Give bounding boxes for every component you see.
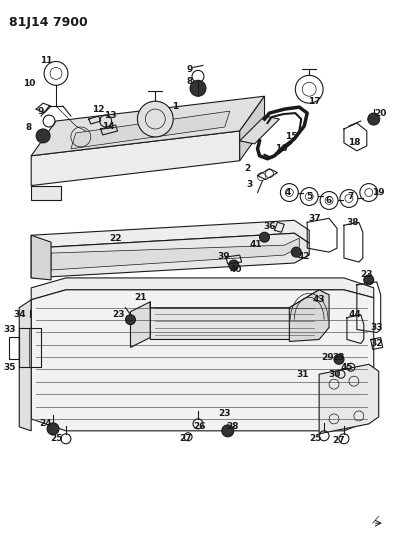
- Text: 43: 43: [313, 295, 325, 304]
- Text: 44: 44: [349, 310, 361, 319]
- Circle shape: [126, 314, 136, 325]
- Polygon shape: [31, 235, 51, 280]
- Text: 35: 35: [3, 363, 16, 372]
- Polygon shape: [240, 96, 264, 161]
- Text: 23: 23: [112, 310, 125, 319]
- Circle shape: [368, 113, 380, 125]
- Text: 12: 12: [93, 104, 105, 114]
- Text: 10: 10: [23, 79, 35, 88]
- Text: 13: 13: [104, 110, 117, 119]
- Circle shape: [47, 423, 59, 435]
- Text: 23: 23: [333, 353, 345, 362]
- Text: 6: 6: [326, 196, 332, 205]
- Text: 33: 33: [370, 323, 383, 332]
- Text: 18: 18: [348, 139, 360, 148]
- Text: 34: 34: [13, 310, 26, 319]
- Polygon shape: [151, 290, 319, 340]
- Text: 32: 32: [370, 339, 383, 348]
- Text: 24: 24: [39, 419, 51, 429]
- Text: 2: 2: [245, 164, 251, 173]
- Text: 28: 28: [227, 422, 239, 431]
- Circle shape: [138, 101, 173, 137]
- Polygon shape: [31, 220, 309, 248]
- Text: 9: 9: [38, 107, 44, 116]
- Circle shape: [36, 129, 50, 143]
- Polygon shape: [31, 131, 240, 185]
- Text: 5: 5: [306, 192, 312, 201]
- Circle shape: [291, 247, 301, 257]
- Text: 15: 15: [285, 132, 297, 141]
- Text: 4: 4: [284, 188, 290, 197]
- Text: 20: 20: [375, 109, 387, 118]
- Polygon shape: [289, 290, 329, 342]
- Text: 22: 22: [109, 233, 122, 243]
- Text: 30: 30: [329, 370, 341, 379]
- Text: 27: 27: [333, 437, 345, 445]
- Text: 29: 29: [321, 353, 333, 362]
- Polygon shape: [31, 233, 309, 278]
- Text: 42: 42: [298, 252, 310, 261]
- Text: 21: 21: [134, 293, 147, 302]
- Text: 8: 8: [187, 77, 193, 86]
- Circle shape: [334, 354, 344, 365]
- Text: 1: 1: [172, 102, 178, 111]
- Polygon shape: [31, 290, 374, 431]
- Text: 3: 3: [247, 180, 253, 189]
- Text: 8: 8: [25, 124, 32, 133]
- Text: 7: 7: [348, 192, 354, 201]
- Text: 81J14 7900: 81J14 7900: [9, 16, 88, 29]
- Text: 31: 31: [296, 370, 309, 379]
- Text: 14: 14: [102, 123, 115, 132]
- Text: 9: 9: [187, 65, 193, 74]
- Text: 26: 26: [194, 422, 206, 431]
- Text: 40: 40: [229, 265, 242, 274]
- Polygon shape: [240, 116, 279, 144]
- Text: 41: 41: [249, 240, 262, 249]
- Polygon shape: [130, 302, 151, 348]
- Text: 25: 25: [51, 434, 63, 443]
- Text: 45: 45: [341, 363, 353, 372]
- Polygon shape: [31, 278, 374, 300]
- Circle shape: [190, 80, 206, 96]
- Circle shape: [229, 260, 239, 270]
- Text: 38: 38: [347, 218, 359, 227]
- Text: 37: 37: [309, 214, 322, 223]
- Polygon shape: [19, 300, 31, 431]
- Text: 11: 11: [40, 56, 52, 65]
- Text: 23: 23: [361, 270, 373, 279]
- Circle shape: [364, 275, 374, 285]
- Text: 19: 19: [372, 188, 385, 197]
- Polygon shape: [71, 111, 230, 149]
- Polygon shape: [51, 238, 299, 270]
- Circle shape: [350, 326, 358, 334]
- Circle shape: [260, 232, 269, 242]
- Text: 27: 27: [179, 434, 191, 443]
- Text: 16: 16: [275, 144, 288, 154]
- Text: 39: 39: [217, 252, 230, 261]
- Polygon shape: [319, 365, 379, 434]
- Text: 36: 36: [263, 222, 276, 231]
- Polygon shape: [31, 185, 61, 200]
- Text: 23: 23: [219, 409, 231, 418]
- Text: 17: 17: [308, 96, 320, 106]
- Polygon shape: [31, 96, 264, 156]
- Text: 33: 33: [3, 325, 16, 334]
- Circle shape: [222, 425, 234, 437]
- Circle shape: [25, 317, 35, 327]
- Text: 25: 25: [309, 434, 322, 443]
